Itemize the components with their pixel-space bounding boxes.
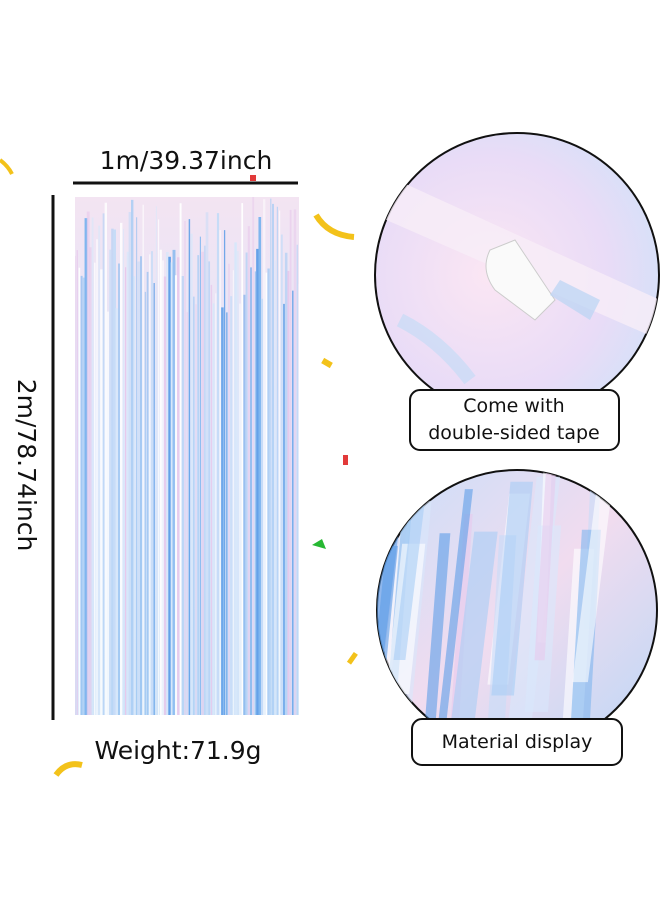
material-strip [377, 479, 381, 709]
curtain-fringe [75, 197, 299, 715]
material-strip [330, 483, 359, 704]
callout-box [409, 389, 620, 451]
material-strip [572, 479, 614, 683]
material-strip [434, 489, 473, 750]
tape-photo-detail [375, 170, 659, 385]
material-strip [534, 471, 556, 661]
callout-box [411, 718, 623, 766]
material-strip [491, 481, 534, 696]
weight-label: Weight:71.9g [94, 736, 261, 765]
callout-text: double-sided tape [428, 422, 599, 444]
material-strip [324, 518, 369, 782]
height-label: 2m/78.74inch [12, 379, 41, 552]
width-label: 1m/39.37inch [100, 146, 273, 175]
material-strip [420, 533, 451, 750]
material-strip [377, 509, 402, 672]
callout-text: Come with [463, 395, 564, 417]
callout-text: Material display [442, 731, 593, 753]
material-strip [393, 490, 427, 661]
confetti [0, 158, 358, 777]
